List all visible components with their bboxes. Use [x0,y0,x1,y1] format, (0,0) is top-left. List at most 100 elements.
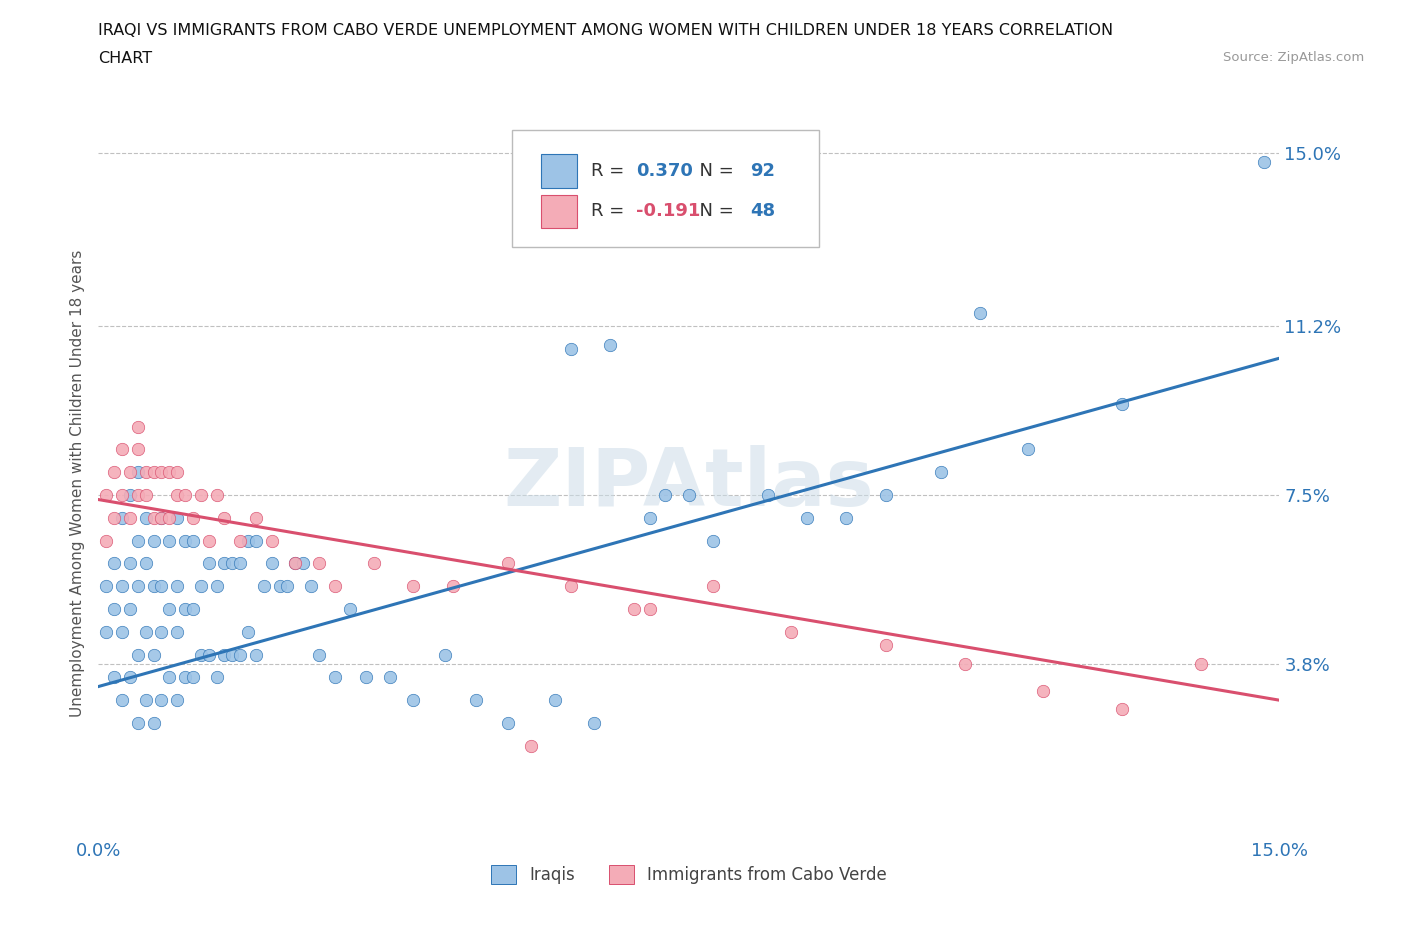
Point [1253,154,1275,169]
Point [142,533,165,548]
Point [835,511,858,525]
Point [118,602,141,617]
Point [181,670,204,684]
Point [190,487,212,502]
Point [174,533,197,548]
Point [135,693,157,708]
Point [111,624,134,639]
Point [1111,702,1133,717]
Point [205,578,228,593]
Point [127,533,149,548]
Point [157,670,180,684]
Point [166,487,188,502]
Text: R =: R = [591,162,630,180]
Point [127,487,149,502]
Point [103,602,125,617]
Point [197,533,219,548]
Point [150,511,173,525]
Y-axis label: Unemployment Among Women with Children Under 18 years: Unemployment Among Women with Children U… [69,250,84,717]
Point [236,624,259,639]
Point [1111,396,1133,411]
Point [118,465,141,480]
Point [875,638,897,653]
Point [214,647,236,662]
Point [354,670,377,684]
Point [221,647,243,662]
Point [118,511,141,525]
Text: 92: 92 [751,162,775,180]
Point [96,624,118,639]
Point [221,556,243,571]
Point [214,556,236,571]
Point [875,487,897,502]
Point [245,647,267,662]
Point [142,715,165,730]
Point [135,624,157,639]
Point [166,465,188,480]
Point [142,511,165,525]
Point [339,602,361,617]
Point [103,670,125,684]
Point [229,533,252,548]
Point [284,556,307,571]
Point [118,670,141,684]
Point [929,465,952,480]
Point [135,487,157,502]
Point [181,533,204,548]
Point [245,533,267,548]
Point [953,657,976,671]
Point [1032,684,1054,698]
Point [308,556,330,571]
Point [103,465,125,480]
Point [441,578,464,593]
Point [190,647,212,662]
Point [150,624,173,639]
Point [323,578,346,593]
Point [260,533,283,548]
Point [623,602,645,617]
Point [127,647,149,662]
Point [269,578,291,593]
Point [308,647,330,662]
Point [276,578,298,593]
Point [702,578,724,593]
Point [111,693,134,708]
Point [1017,442,1039,457]
Point [583,715,606,730]
Point [433,647,456,662]
Point [544,693,567,708]
Point [111,511,134,525]
Point [197,556,219,571]
Point [150,511,173,525]
Point [157,602,180,617]
Point [135,465,157,480]
Point [157,511,180,525]
Point [127,465,149,480]
Point [292,556,315,571]
Point [599,337,621,352]
Point [127,419,149,434]
Text: Source: ZipAtlas.com: Source: ZipAtlas.com [1223,51,1364,64]
Point [166,624,188,639]
Point [284,556,307,571]
Point [638,511,661,525]
Point [118,556,141,571]
Point [796,511,818,525]
Point [111,487,134,502]
Point [103,556,125,571]
Text: 48: 48 [751,203,776,220]
Point [111,442,134,457]
Point [378,670,401,684]
Point [111,578,134,593]
Point [127,578,149,593]
Point [174,602,197,617]
Point [103,511,125,525]
Point [166,511,188,525]
Point [299,578,322,593]
Point [229,556,252,571]
Point [166,693,188,708]
Point [96,533,118,548]
Point [205,487,228,502]
Point [142,578,165,593]
Point [118,487,141,502]
